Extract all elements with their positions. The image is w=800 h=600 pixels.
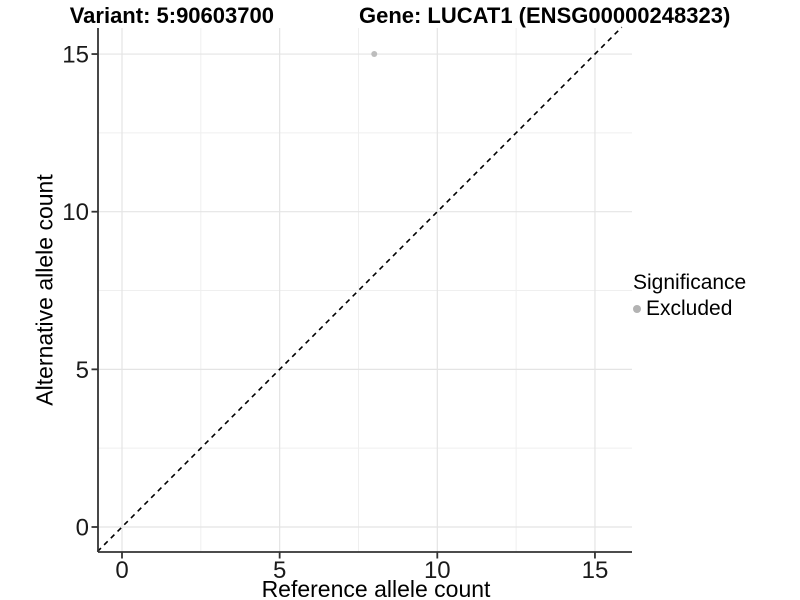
gene-title: Gene: LUCAT1 (ENSG00000248323) <box>358 3 731 28</box>
plot-title-row: Variant: 5:90603700 Gene: LUCAT1 (ENSG00… <box>0 3 800 29</box>
y-axis-title: Alternative allele count <box>31 174 58 406</box>
identity-line <box>96 26 623 553</box>
y-tick-label: 0 <box>76 515 89 542</box>
y-tick-label: 10 <box>62 199 89 226</box>
legend-item-label: Excluded <box>646 297 733 320</box>
x-tick-label: 5 <box>273 557 286 584</box>
excluded-point-icon <box>633 305 641 313</box>
variant-title: Variant: 5:90603700 <box>69 3 274 28</box>
y-tick-label: 5 <box>76 357 89 384</box>
x-tick-label: 0 <box>115 557 128 584</box>
x-axis-title: Reference allele count <box>261 576 491 600</box>
legend: Significance Excluded <box>633 271 746 321</box>
y-tick-label: 15 <box>62 42 89 69</box>
data-point <box>371 51 378 58</box>
x-tick-label: 10 <box>424 557 451 584</box>
x-tick-label: 15 <box>582 557 609 584</box>
legend-item-excluded: Excluded <box>633 297 746 321</box>
legend-title: Significance <box>633 271 747 294</box>
